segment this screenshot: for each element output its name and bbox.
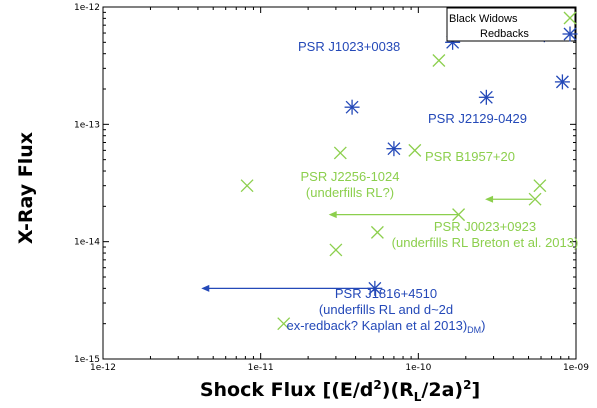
redback-point (367, 280, 383, 296)
upper-limit-arrow-head (328, 211, 337, 219)
black-widow-point-stroke (408, 143, 422, 157)
annotation-line: (underfills RL and d~2d (319, 302, 453, 317)
legend-label-black-widows: Black Widows (449, 13, 518, 25)
redback-point (386, 141, 402, 157)
annotation-label: PSR J2129-0429 (428, 111, 527, 126)
legend-marker-black-widows-stroke (563, 11, 577, 25)
x-tick-label: 1e-09 (563, 363, 589, 373)
axis-ticks: 1e-12 1e-11 1e-10 1e-09 1e-15 1e-14 1e-13 1e-12 (74, 3, 589, 373)
y-tick-label: 1e-13 (74, 120, 100, 130)
legend-marker-black-widows (563, 11, 577, 25)
y-tick-label: 1e-14 (74, 238, 100, 248)
annotation-line: (underfills RL Breton et al. 2013) (392, 235, 579, 250)
upper-limit-arrows (201, 195, 533, 292)
legend-marker-redbacks (562, 26, 578, 42)
black-widow-point-stroke (240, 179, 254, 193)
legend: Black Widows Redbacks (446, 7, 578, 42)
legend-box (446, 7, 576, 42)
black-widow-point (333, 146, 347, 160)
data-markers (240, 12, 570, 331)
annotation-line: PSR J2256-1024 (300, 169, 399, 184)
redback-point (344, 99, 360, 115)
black-widow-point (329, 243, 343, 257)
annotation-line: PSR J0023+0923 (434, 219, 536, 234)
black-widow-point (408, 143, 422, 157)
black-widow-point (277, 317, 291, 331)
black-widow-point-stroke (277, 317, 291, 331)
legend-label-redbacks: Redbacks (480, 28, 529, 40)
black-widow-point (528, 192, 542, 206)
black-widow-point-stroke (452, 208, 466, 222)
x-tick-label: 1e-11 (248, 363, 274, 373)
black-widow-point (533, 179, 547, 193)
black-widow-point-stroke (370, 225, 384, 239)
annotation-label: PSR J1023+0038 (298, 39, 400, 54)
annotation-label: PSR J2256-1024 (underfills RL?) (300, 169, 399, 200)
annotation-line: PSR J1816+4510 (335, 286, 437, 301)
redback-point (554, 74, 570, 90)
black-widow-point (452, 208, 466, 222)
upper-limit-arrow-head (485, 195, 494, 203)
y-tick-label: 1e-12 (74, 3, 100, 13)
annotation-close-paren: ) (481, 318, 485, 333)
annotation-subscript: DM (467, 325, 481, 335)
legend-markers (562, 11, 578, 42)
annotation-label: PSR J0023+0923 (underfills RL Breton et a… (392, 219, 579, 250)
black-widow-point (370, 225, 384, 239)
black-widow-point-stroke (432, 54, 446, 67)
annotation-line: (underfills RL?) (306, 185, 394, 200)
annotation-label: PSR J1816+4510 (underfills RL and d~2d ex-… (286, 286, 485, 335)
x-axis-title: Shock Flux [(E/d2)(RL/2a)2] (200, 378, 480, 404)
redback-point (478, 89, 494, 105)
y-tick-label: 1e-15 (74, 355, 100, 365)
black-widow-point-stroke (329, 243, 343, 257)
annotation-label: PSR B1957+20 (425, 149, 515, 164)
plot-area-frame (102, 6, 577, 360)
annotations: PSR J1023+0038 PSR J2129-0429 PSR B1957+20… (286, 39, 578, 335)
x-tick-label: 1e-10 (405, 363, 431, 373)
black-widow-point-stroke (528, 192, 542, 206)
black-widow-point-stroke (333, 146, 347, 160)
x-tick-label: 1e-12 (90, 363, 116, 373)
annotation-line: PSR J2129-0429 (428, 111, 527, 126)
black-widow-point-stroke (533, 179, 547, 193)
annotation-line: PSR J1023+0038 (298, 39, 400, 54)
annotation-line: PSR B1957+20 (425, 149, 515, 164)
y-axis-title: X-Ray Flux (15, 132, 37, 244)
black-widow-point (240, 179, 254, 193)
black-widow-point (432, 54, 446, 67)
annotation-line: ex-redback? Kaplan et al 2013) (286, 318, 467, 333)
upper-limit-arrow-head (201, 284, 210, 292)
